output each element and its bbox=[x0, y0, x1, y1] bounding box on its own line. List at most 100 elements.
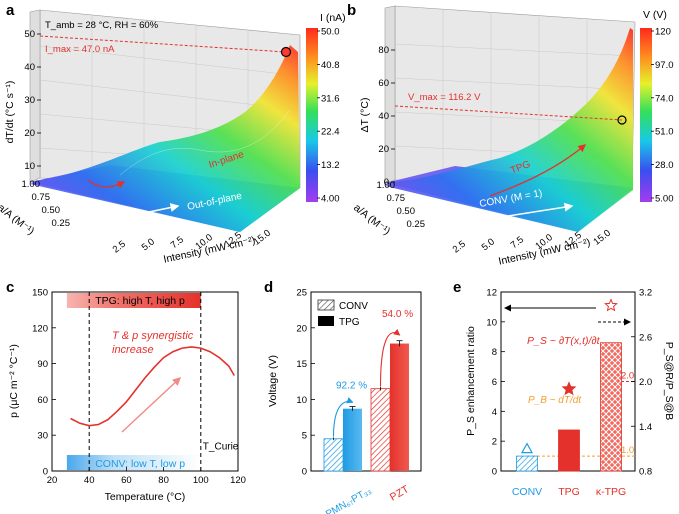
panel-c-label: c bbox=[6, 279, 14, 296]
e-eq-orange: P_B ~ dT/dt bbox=[528, 395, 582, 406]
a-ylabel: a/A (M⁻¹) bbox=[0, 202, 36, 238]
bar-0 bbox=[516, 455, 538, 472]
b-zlabel: ΔT (°C) bbox=[359, 98, 371, 133]
b-side-wall bbox=[384, 5, 396, 184]
y-tick-label: 10 bbox=[296, 395, 307, 406]
y2-tick-label: 3.2 bbox=[639, 288, 652, 299]
a-colorbar-ticks: 50.0 40.8 31.6 22.4 13.2 4.00 bbox=[317, 27, 340, 205]
ratio-marker-tpg bbox=[561, 381, 577, 396]
x-tick-label: 40 bbox=[84, 475, 95, 486]
b-conv-arrow bbox=[469, 202, 574, 223]
b-max-line bbox=[394, 105, 623, 121]
colorbar-tick-label: 97.0 bbox=[655, 60, 674, 71]
e-ylabel: P_S enhancement ratio bbox=[465, 326, 477, 436]
z-tick-label: 30 bbox=[24, 95, 35, 106]
colorbar-tick-label: 31.6 bbox=[321, 93, 340, 104]
y-tick-label: 2 bbox=[492, 437, 497, 448]
panel-e-label: e bbox=[453, 279, 461, 296]
x-tick-label: 60 bbox=[121, 475, 132, 486]
c-ylabel: p (μC m⁻² °C⁻¹) bbox=[8, 344, 20, 418]
bar-conv bbox=[370, 388, 391, 472]
y2-tick-label: 2.6 bbox=[639, 332, 652, 343]
ratio-marker-conv bbox=[520, 442, 534, 454]
d-legend-tpg: TPG bbox=[339, 317, 360, 328]
z-tick-label: 40 bbox=[378, 111, 389, 122]
b-y-ticks: 1.00 0.75 0.50 0.25 bbox=[377, 180, 426, 230]
y-tick-label: 4 bbox=[492, 407, 497, 418]
b-colorbar-title: V (V) bbox=[643, 9, 667, 21]
b-ylabel: a/A (M⁻¹) bbox=[351, 202, 392, 238]
bar-conv bbox=[323, 438, 344, 472]
colorbar-tick-label: 13.2 bbox=[321, 160, 340, 171]
z-tick-label: 0 bbox=[384, 177, 389, 188]
colorbar-tick-label: 5.00 bbox=[655, 194, 674, 205]
b-colorbar bbox=[640, 28, 652, 202]
y-tick-label: 60 bbox=[37, 395, 48, 406]
c-plot-frame bbox=[51, 291, 239, 472]
bar-1 bbox=[558, 429, 580, 472]
colorbar-tick-label: 4.00 bbox=[321, 194, 340, 205]
c-note-line2: increase bbox=[112, 344, 154, 356]
panel-d: d CONV TPG 92.2 % 54.0 % 0 5 10 15 20 25 PMN₆… bbox=[264, 279, 422, 514]
c-conv-box-label: CONV: low T, low p bbox=[95, 458, 185, 470]
d-enhancement-pzt: 54.0 % bbox=[382, 309, 413, 320]
a-z-ticks: 10 20 30 40 50 bbox=[24, 29, 41, 172]
y-tick-label: 30 bbox=[37, 431, 48, 442]
c-ticks: 20 40 60 80 100 120 0 30 60 90 120 150 bbox=[32, 288, 246, 487]
panel-d-label: d bbox=[264, 279, 273, 296]
c-conv-box bbox=[66, 455, 201, 470]
c-tpg-box bbox=[66, 293, 201, 308]
z-tick-label: 50 bbox=[24, 29, 35, 40]
colorbar-tick-label: 51.0 bbox=[655, 127, 674, 138]
a-condition: T_amb = 28 °C, RH = 60% bbox=[45, 20, 159, 31]
bar-2 bbox=[600, 342, 622, 472]
bar-tpg bbox=[390, 343, 409, 471]
y-tick-label: 0.25 bbox=[407, 219, 426, 230]
panel-c: c TPG: high T, high p CONV: low T, low p… bbox=[6, 279, 246, 503]
y-tick-label: 0 bbox=[492, 467, 497, 478]
y-tick-label: 10 bbox=[486, 317, 497, 328]
b-max-label: V_max = 116.2 V bbox=[408, 92, 481, 103]
y-tick-label: 0.50 bbox=[397, 206, 416, 217]
panel-a: a T_amb = 28 °C, RH = 60% I_max = 47.0 n… bbox=[0, 2, 346, 266]
e-bars bbox=[516, 298, 622, 472]
y-tick-label: 0.25 bbox=[52, 218, 71, 229]
b-z-ticks: 0 20 40 60 80 bbox=[378, 45, 395, 188]
y-tick-label: 120 bbox=[32, 323, 48, 334]
x-tick-label: 120 bbox=[230, 475, 246, 486]
colorbar-tick-label: 22.4 bbox=[321, 127, 340, 138]
b-surface bbox=[385, 28, 633, 232]
y-tick-label: 0.75 bbox=[387, 193, 406, 204]
y-tick-label: 20 bbox=[296, 323, 307, 334]
bar-tpg bbox=[343, 408, 362, 471]
x-tick-label: 15.0 bbox=[591, 228, 612, 248]
y-tick-label: 15 bbox=[296, 359, 307, 370]
b-tpg-arrow bbox=[489, 144, 586, 197]
y2-tick-label: 1.4 bbox=[639, 422, 652, 433]
panel-a-label: a bbox=[6, 2, 15, 19]
y-tick-label: 0.50 bbox=[42, 205, 61, 216]
y-tick-label: 1.00 bbox=[377, 180, 396, 191]
colorbar-tick-label: 50.0 bbox=[321, 27, 340, 38]
e-category-tpg: TPG bbox=[558, 486, 580, 498]
x-tick-label: 100 bbox=[193, 475, 209, 486]
c-xlabel: Temperature (°C) bbox=[105, 491, 186, 503]
y-tick-label: 0 bbox=[43, 467, 48, 478]
d-arrow-pzt bbox=[379, 328, 401, 387]
a-max-line bbox=[39, 35, 287, 53]
c-pyro-curve bbox=[70, 346, 235, 427]
y-tick-label: 5 bbox=[302, 431, 307, 442]
z-tick-label: 60 bbox=[378, 78, 389, 89]
y-tick-label: 0 bbox=[302, 467, 307, 478]
ratio-marker-ktpg bbox=[604, 298, 618, 312]
y-tick-label: 12 bbox=[486, 288, 497, 299]
y2-tick-label: 0.8 bbox=[639, 467, 652, 478]
colorbar-tick-label: 40.8 bbox=[321, 60, 340, 71]
z-tick-label: 10 bbox=[24, 161, 35, 172]
e-eq-red: P_S ~ ∂T(x,t)/∂t bbox=[527, 335, 601, 347]
panel-b: b V_max = 116.2 V TPG CONV (M = 1) 02040… bbox=[347, 2, 674, 268]
d-legend-conv-swatch bbox=[317, 299, 335, 311]
x-tick-label: 80 bbox=[158, 475, 169, 486]
d-plot-frame bbox=[310, 291, 422, 472]
